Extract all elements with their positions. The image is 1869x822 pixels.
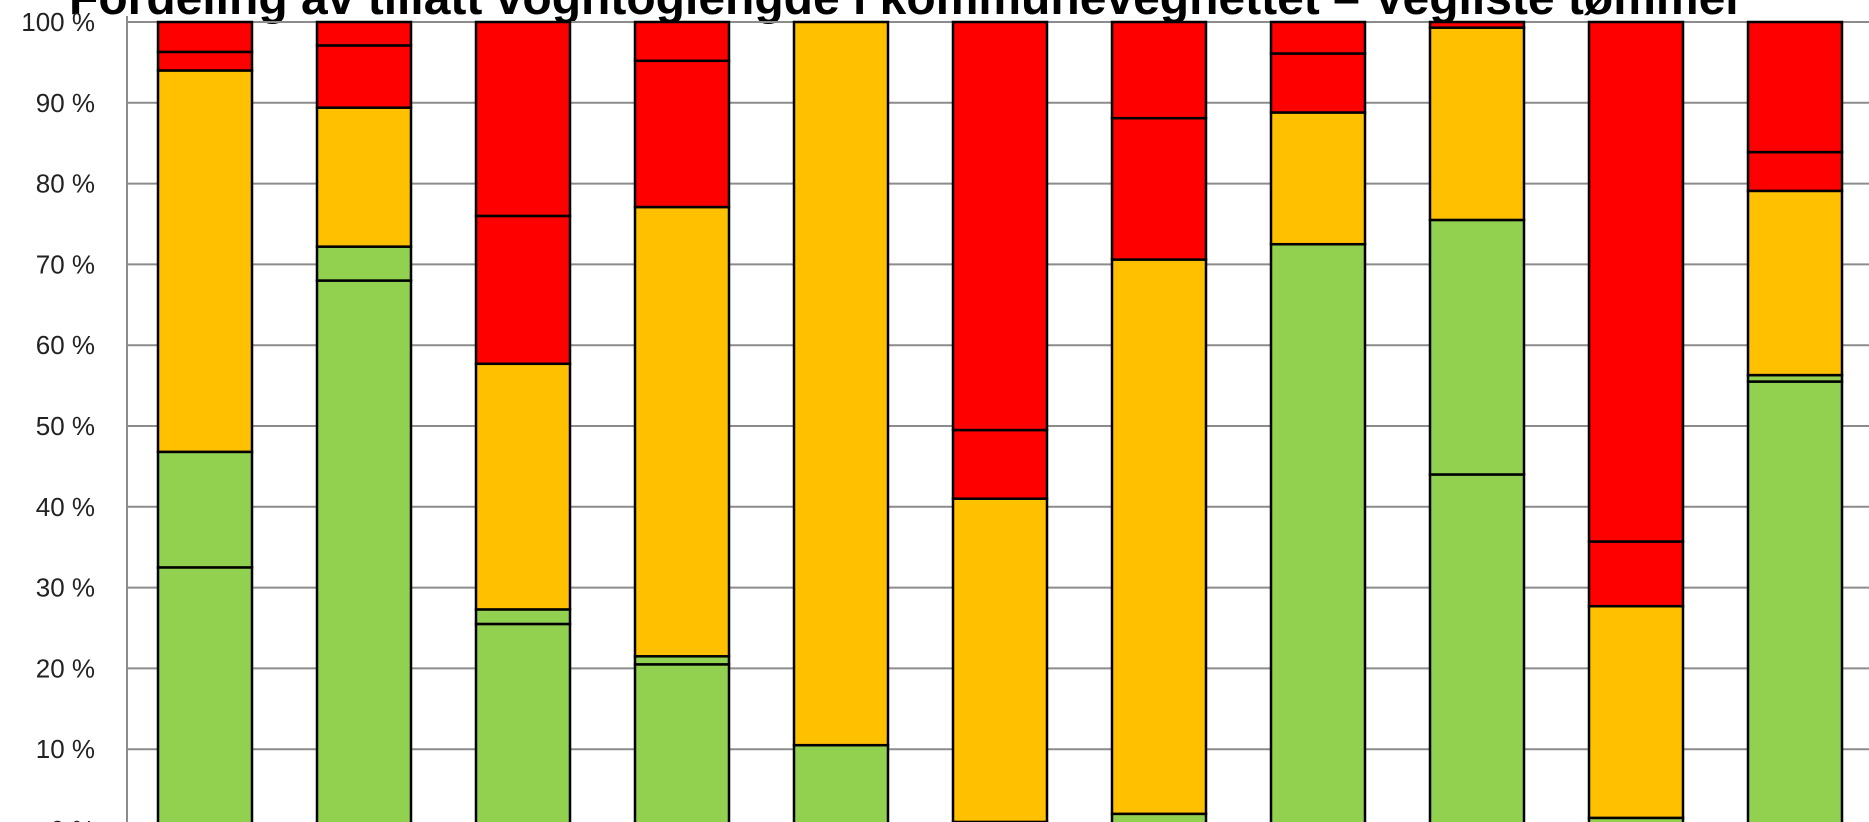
bar-segment (1428, 20, 1526, 29)
bar-segment (1746, 150, 1844, 193)
y-tick-label: 40 % (36, 492, 95, 522)
y-tick-label: 30 % (36, 573, 95, 603)
bar-segment (1269, 111, 1367, 246)
bar-segment (951, 428, 1049, 500)
bar-segment (1110, 258, 1208, 816)
bar-segment (1746, 189, 1844, 377)
bar-segment (156, 69, 254, 454)
y-tick-label: 50 % (36, 411, 95, 441)
bar-segment (633, 205, 731, 658)
bar-segment (315, 106, 413, 248)
bar-segment (315, 279, 413, 822)
bar-segment (474, 362, 572, 611)
bar-segment (1587, 20, 1685, 543)
y-tick-label: 100 % (21, 7, 95, 37)
y-tick-label: 70 % (36, 249, 95, 279)
bar-segment (1428, 26, 1526, 222)
bar-segment (951, 20, 1049, 432)
bar-segment (156, 50, 254, 72)
bar-segment (1269, 242, 1367, 822)
y-axis: 0 % 10 % 20 % 30 % 40 % 50 % 60 % 70 % 80 % 90 % 1… (21, 7, 128, 822)
bar-segment (1746, 20, 1844, 154)
bar-segment (1587, 604, 1685, 820)
bar-segment (1428, 218, 1526, 476)
bar-segment (1269, 52, 1367, 114)
bar-segment (792, 743, 890, 822)
bar-segment (1746, 380, 1844, 822)
bar-segment (156, 566, 254, 822)
bar-segment (156, 20, 254, 54)
bar-segment (1428, 473, 1526, 822)
bar-segment (474, 20, 572, 218)
bar-segment (951, 497, 1049, 822)
bar-segment (315, 20, 413, 47)
bar-segment (474, 608, 572, 626)
y-tick-label: 80 % (36, 169, 95, 199)
y-tick-label: 90 % (36, 88, 95, 118)
bar-segment (1110, 116, 1208, 261)
y-tick-label: 20 % (36, 653, 95, 683)
bar-segment (315, 44, 413, 109)
bar-segment (792, 20, 890, 747)
y-tick-label: 0 % (50, 815, 95, 822)
bar-segment (633, 20, 731, 63)
bar-segment (156, 450, 254, 569)
bar-segment (1269, 20, 1367, 55)
bar-segment (474, 622, 572, 822)
y-tick-label: 60 % (36, 330, 95, 360)
bar-segment (315, 245, 413, 282)
bar-segment (1587, 540, 1685, 608)
y-tick-label: 10 % (36, 734, 95, 764)
bar-segment (1110, 20, 1208, 120)
bar-segment (633, 663, 731, 822)
bar-segment (474, 214, 572, 366)
bar-segment (633, 59, 731, 209)
bars (156, 20, 1844, 822)
